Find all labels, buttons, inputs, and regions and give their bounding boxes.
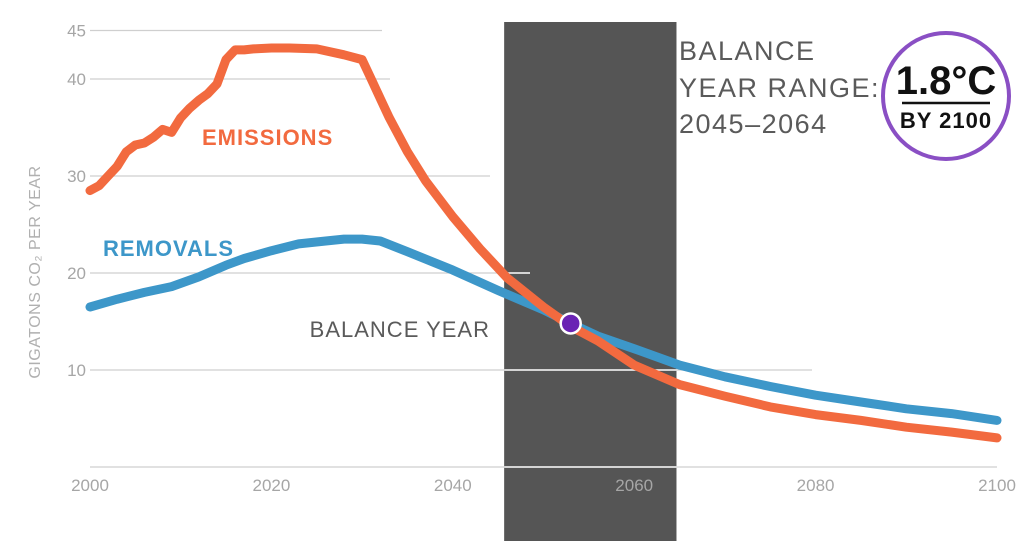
x-tick-label: 2020 bbox=[252, 476, 290, 495]
badge-ring bbox=[881, 31, 1011, 161]
y-tick-label: 40 bbox=[67, 70, 86, 89]
balance-range-title-line2: YEAR RANGE: bbox=[679, 73, 880, 103]
balance-year-label: BALANCE YEAR bbox=[310, 317, 490, 342]
y-tick-label: 45 bbox=[67, 22, 86, 41]
balance-range-title-line3: 2045–2064 bbox=[679, 109, 828, 139]
balance-range-title-line1: BALANCE bbox=[679, 36, 816, 66]
y-tick-label: 10 bbox=[67, 361, 86, 380]
x-tick-label: 2040 bbox=[434, 476, 472, 495]
x-tick-label: 2080 bbox=[797, 476, 835, 495]
balance-point-layer bbox=[559, 312, 582, 335]
emissions-series-label: EMISSIONS bbox=[202, 125, 333, 150]
balance-year-range-band bbox=[504, 22, 677, 541]
emissions-line bbox=[85, 43, 1002, 443]
y-tick-label: 20 bbox=[67, 264, 86, 283]
x-tick-label: 2100 bbox=[978, 476, 1016, 495]
y-tick-label: 30 bbox=[67, 167, 86, 186]
x-tick-label: 2060 bbox=[615, 476, 653, 495]
series-lines bbox=[85, 43, 1002, 443]
badge-temperature: 1.8°C bbox=[896, 59, 997, 103]
x-tick-label: 2000 bbox=[71, 476, 109, 495]
range-band-rect bbox=[504, 22, 677, 541]
removals-series-label: REMOVALS bbox=[103, 236, 234, 261]
y-axis-label: GIGATONS CO₂ PER YEAR bbox=[27, 165, 44, 378]
temperature-badge: 1.8°C BY 2100 bbox=[881, 31, 1011, 161]
removals-line bbox=[85, 234, 1002, 425]
axis-ticks: 2000 2020 2040 2060 2080 2100 10 20 30 40 45 bbox=[67, 22, 1016, 496]
balance-point-marker bbox=[559, 312, 582, 335]
badge-year: BY 2100 bbox=[900, 108, 992, 133]
